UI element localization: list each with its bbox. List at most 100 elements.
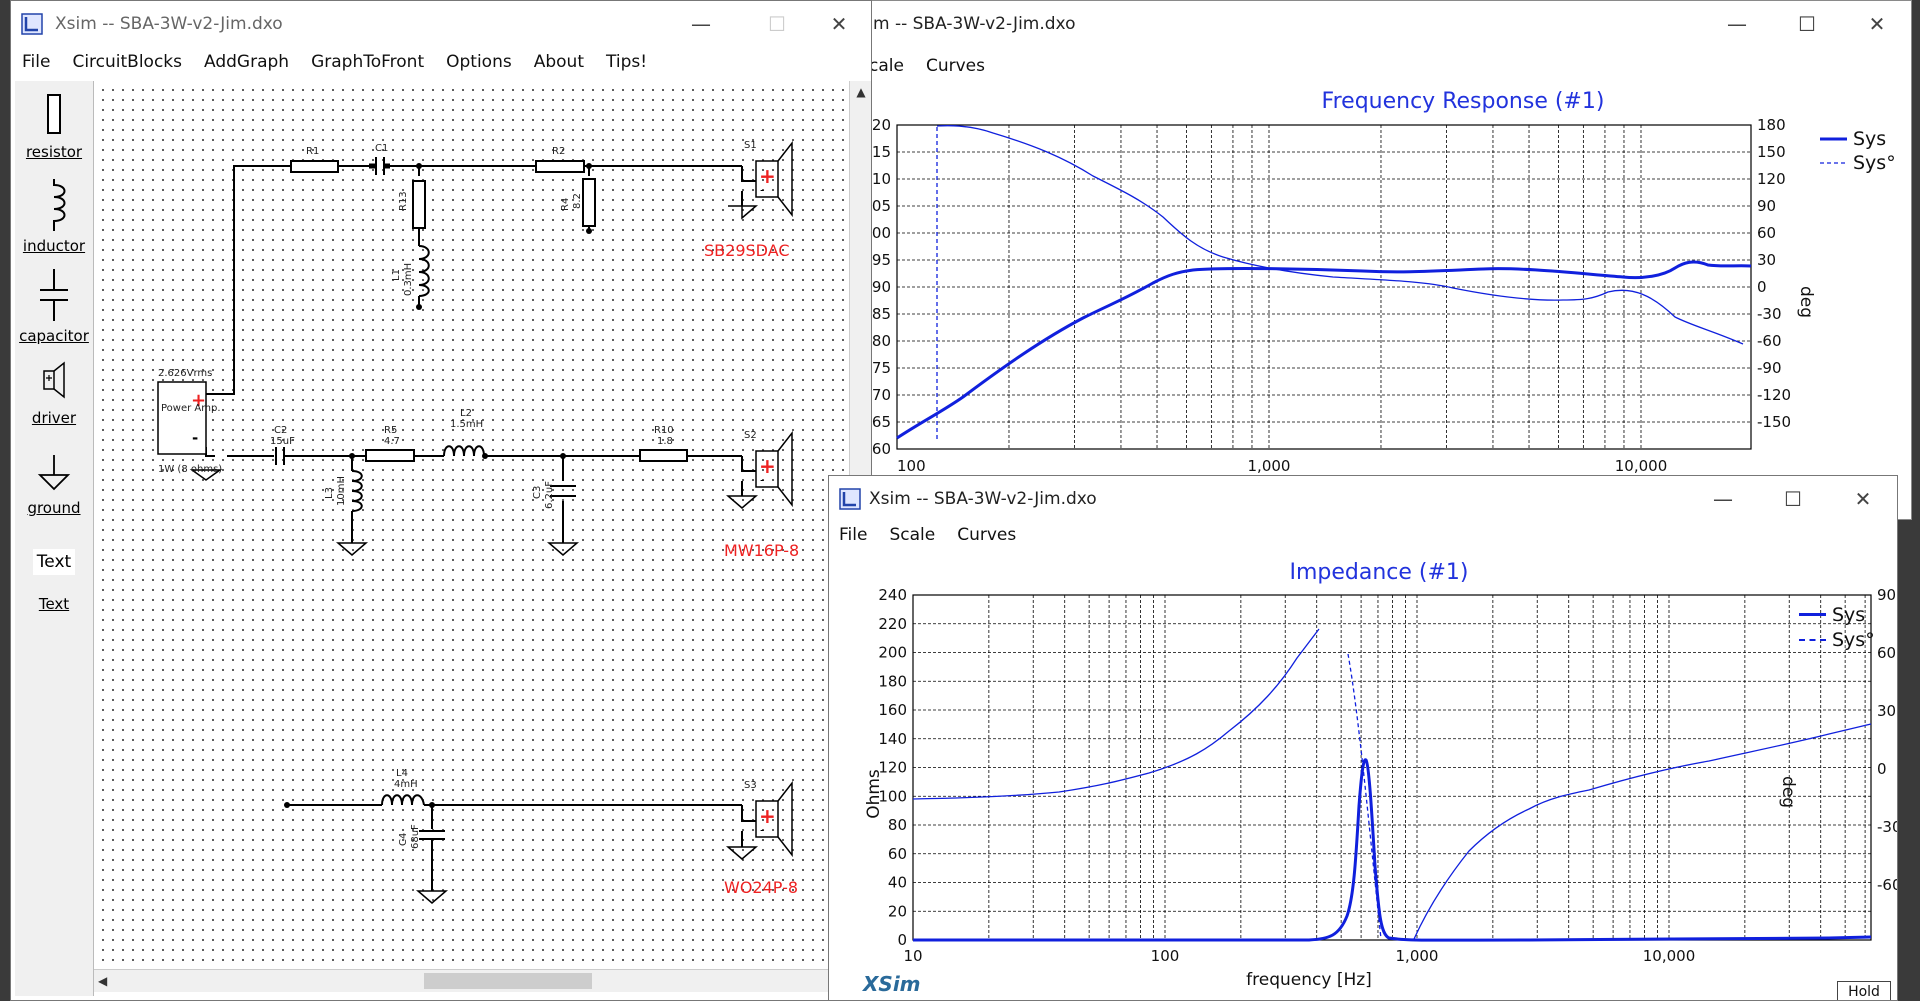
- speaker-s1: [755, 140, 793, 218]
- menu-file[interactable]: File: [839, 525, 868, 545]
- menu-about[interactable]: About: [533, 52, 584, 72]
- ground-s3: [725, 846, 759, 860]
- im-grid-frame: [912, 594, 1872, 941]
- schematic-drawing: + - + - + - + - R1 C1 R2 R13 L1 0.3m: [157, 140, 799, 904]
- svg-text:+: +: [191, 390, 206, 411]
- y-left-tick: 85: [872, 305, 891, 323]
- y-right-tick: -90: [1757, 359, 1782, 377]
- menu-graphtofront[interactable]: GraphToFront: [311, 52, 425, 72]
- y-left-tick: 60: [872, 440, 891, 458]
- impedance-window: Xsim -- SBA-3W-v2-Jim.dxo — ☐ ✕ File Sca…: [828, 475, 1898, 1001]
- close-icon[interactable]: ✕: [1854, 487, 1872, 511]
- hold-button[interactable]: Hold: [1837, 981, 1891, 1000]
- legend-sys-phase: Sys°: [1853, 152, 1896, 174]
- y-right-tick: 0: [1877, 760, 1887, 778]
- xsim-main-window: Xsim -- SBA-3W-v2-Jim.dxo — ☐ ✕ File Cir…: [10, 0, 872, 1001]
- driver-name-s2[interactable]: MW16P-8: [724, 541, 799, 560]
- menu-tips[interactable]: Tips!: [605, 52, 648, 72]
- menu-options[interactable]: Options: [446, 52, 512, 72]
- label-l3: L3: [324, 487, 335, 499]
- label-r4-val: 8.2: [572, 193, 583, 209]
- window-title: Xsim -- SBA-3W-v2-Jim.dxo: [55, 14, 283, 34]
- driver-icon: [43, 361, 65, 399]
- maximize-icon[interactable]: ☐: [1784, 487, 1802, 511]
- y-right-tick: 120: [1757, 170, 1786, 188]
- scroll-left-icon[interactable]: ◀: [98, 974, 108, 988]
- schematic-canvas[interactable]: + - + - + - + - R1 C1 R2 R13 L1 0.3m: [94, 81, 849, 969]
- menu-circuitblocks[interactable]: CircuitBlocks: [72, 52, 183, 72]
- r1-body: [290, 160, 339, 173]
- y-right-tick: -120: [1757, 386, 1791, 404]
- palette-resistor[interactable]: resistor: [15, 89, 93, 161]
- r4-body: [582, 178, 596, 227]
- palette-ground[interactable]: ground: [15, 453, 93, 517]
- label-r4: R4: [560, 198, 571, 211]
- y-right-tick: 90: [1877, 586, 1896, 604]
- plot-grid: [896, 124, 1752, 450]
- label-r5: R5: [384, 425, 397, 436]
- frequency-response-window: m -- SBA-3W-v2-Jim.dxo — ☐ ✕ cale Curves…: [862, 0, 1912, 520]
- driver-name-s3[interactable]: WO24P-8: [724, 878, 798, 897]
- palette-driver[interactable]: driver: [15, 359, 93, 427]
- r10-body: [639, 449, 688, 462]
- horizontal-scrollbar[interactable]: ◀: [94, 969, 849, 992]
- y-left-tick: 65: [872, 413, 891, 431]
- sys-phase-curve: [936, 125, 1744, 345]
- scroll-thumb[interactable]: [424, 973, 592, 989]
- x-tick: 10: [903, 947, 922, 965]
- menu-curves[interactable]: Curves: [925, 56, 985, 76]
- label-l1: L1: [391, 269, 402, 281]
- inductor-icon: [53, 179, 66, 231]
- menu-addgraph[interactable]: AddGraph: [204, 52, 290, 72]
- c4-body: [419, 830, 445, 840]
- svg-text:+: +: [759, 164, 776, 188]
- palette-inductor[interactable]: inductor: [15, 177, 93, 255]
- y-right-tick: -60: [1757, 332, 1782, 350]
- label-r1: R1: [306, 146, 319, 157]
- x-tick: 1,000: [1396, 947, 1439, 965]
- ground-amp: [189, 469, 223, 481]
- window-title: Xsim -- SBA-3W-v2-Jim.dxo: [869, 489, 1097, 509]
- menu-scale[interactable]: cale: [869, 56, 904, 76]
- minimize-icon[interactable]: —: [1727, 12, 1747, 36]
- c1-body: [375, 157, 385, 175]
- window-title: m -- SBA-3W-v2-Jim.dxo: [873, 14, 1076, 34]
- x-tick: 100: [897, 457, 926, 475]
- label-l2: L2: [460, 408, 472, 419]
- maximize-icon[interactable]: ☐: [1798, 12, 1816, 36]
- menu-curves[interactable]: Curves: [957, 525, 1017, 545]
- menu-scale[interactable]: Scale: [889, 525, 936, 545]
- label-l4-val: 4mH: [394, 779, 418, 790]
- x-tick-labels: 10 100 1,000 10,000: [903, 947, 1695, 965]
- speaker-s3: [755, 780, 793, 858]
- right-axis-label: deg: [1778, 776, 1798, 808]
- right-tick-labels: 180 150 120 90 60 30 0 -30 -60 -90 -120 -150: [1757, 116, 1791, 431]
- minimize-icon[interactable]: —: [691, 12, 711, 36]
- menu-file[interactable]: File: [22, 52, 51, 72]
- y-left-tick: 100: [878, 787, 907, 805]
- label-l3-val: 10mH: [336, 476, 347, 506]
- minimize-icon[interactable]: —: [1713, 487, 1733, 511]
- driver-name-s1[interactable]: SB29SDAC: [704, 241, 790, 260]
- y-left-tick: 70: [872, 386, 891, 404]
- svg-text:-: -: [192, 429, 198, 447]
- label-amp-p: 1W (8 ohms): [158, 464, 222, 475]
- label-r10: R10: [654, 425, 674, 436]
- sys-curve: [896, 260, 1752, 440]
- ground-l3: [335, 542, 369, 556]
- x-tick: 1,000: [1248, 457, 1291, 475]
- y-left-tick: 15: [872, 143, 891, 161]
- close-icon[interactable]: ✕: [830, 12, 848, 36]
- y-left-tick: 0: [897, 931, 907, 949]
- palette-capacitor[interactable]: capacitor: [15, 267, 93, 345]
- ground-c3: [546, 542, 580, 556]
- x-tick: 10,000: [1643, 947, 1696, 965]
- l1-body: [418, 245, 430, 297]
- maximize-icon[interactable]: ☐: [768, 12, 786, 36]
- palette-text[interactable]: Text: [38, 595, 70, 613]
- palette-text-box[interactable]: Text: [15, 549, 93, 575]
- title-bar: Xsim -- SBA-3W-v2-Jim.dxo — ☐ ✕: [829, 476, 1897, 524]
- scroll-up-icon[interactable]: ▲: [856, 85, 866, 99]
- close-icon[interactable]: ✕: [1868, 12, 1886, 36]
